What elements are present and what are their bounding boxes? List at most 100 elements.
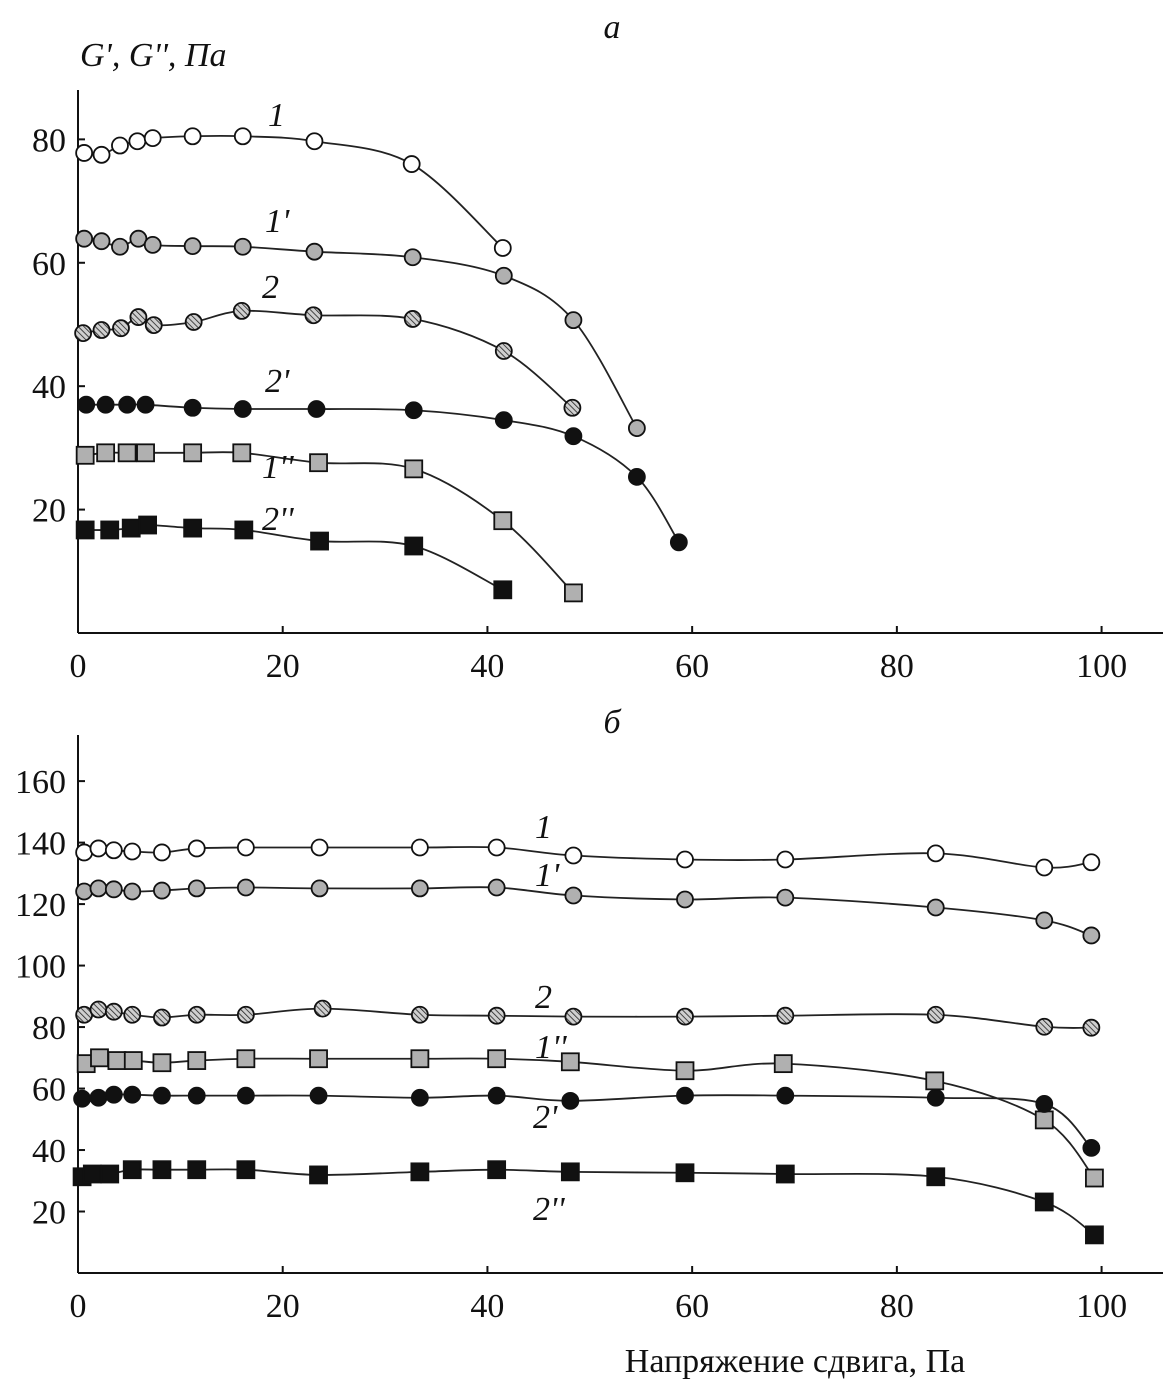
- series-label: 1'': [535, 1029, 567, 1066]
- data-point: [232, 302, 251, 320]
- data-point: [561, 1091, 580, 1110]
- data-point: [144, 316, 163, 334]
- x-tick-label: 40: [470, 1288, 504, 1325]
- data-point: [96, 443, 116, 463]
- y-tick-label: 60: [32, 246, 66, 283]
- data-point: [926, 844, 945, 863]
- data-point: [236, 838, 255, 857]
- y-tick-label: 80: [32, 122, 66, 159]
- series-curve: [85, 524, 504, 591]
- data-point: [494, 411, 513, 430]
- panel-label-b: б: [603, 704, 622, 741]
- data-point: [183, 518, 203, 538]
- data-point: [410, 1162, 430, 1182]
- data-point: [487, 1049, 507, 1069]
- data-point: [304, 306, 323, 325]
- data-point: [74, 324, 93, 343]
- data-point: [136, 395, 155, 414]
- data-point: [410, 1088, 429, 1107]
- data-point: [75, 445, 95, 465]
- data-point: [75, 229, 94, 248]
- data-point: [187, 1051, 207, 1070]
- data-point: [627, 467, 646, 486]
- data-point: [112, 319, 130, 338]
- data-point: [89, 1088, 108, 1107]
- data-point: [89, 879, 108, 898]
- data-point: [122, 1160, 142, 1180]
- data-point: [494, 266, 513, 285]
- data-point: [487, 878, 506, 897]
- data-point: [776, 850, 795, 869]
- y-tick-label: 60: [32, 1072, 66, 1109]
- data-point: [310, 838, 329, 857]
- data-point: [926, 1167, 946, 1187]
- data-point: [560, 1162, 580, 1182]
- data-point: [104, 880, 123, 899]
- y-tick-label: 160: [15, 764, 66, 801]
- data-point: [487, 1006, 506, 1025]
- data-point: [487, 838, 506, 857]
- data-point: [403, 248, 422, 267]
- x-tick-label: 0: [70, 1288, 87, 1325]
- data-point: [309, 453, 328, 473]
- y-tick-label: 40: [32, 1133, 66, 1170]
- data-point: [187, 839, 206, 858]
- data-point: [925, 1071, 945, 1091]
- series-label: 2'': [262, 501, 294, 538]
- series-label: 1: [535, 809, 552, 846]
- data-point: [236, 1160, 256, 1180]
- data-point: [123, 1051, 143, 1070]
- series-curve: [86, 403, 680, 543]
- data-point: [1034, 1192, 1054, 1212]
- data-point: [184, 313, 203, 331]
- x-tick-label: 100: [1076, 1288, 1127, 1325]
- data-point: [118, 395, 137, 414]
- data-point: [236, 1005, 255, 1024]
- data-point: [410, 838, 429, 857]
- data-point: [564, 846, 583, 865]
- data-point: [493, 580, 513, 600]
- data-point: [775, 1164, 795, 1184]
- data-point: [1034, 1110, 1054, 1130]
- data-point: [313, 999, 332, 1018]
- data-point: [121, 518, 141, 538]
- data-point: [676, 850, 694, 869]
- series-label: 2': [265, 363, 290, 400]
- data-point: [926, 1005, 945, 1024]
- series-label: 1': [265, 203, 290, 240]
- panel-b: 0 20 40 60 80 100 20 40 60 80 100 120 140 160 1 1' 2 1'' 2…: [15, 735, 1163, 1325]
- x-tick-label: 20: [266, 648, 300, 685]
- data-point: [410, 1049, 430, 1069]
- x-tick-label: 60: [675, 1288, 709, 1325]
- data-point: [404, 536, 424, 556]
- data-point: [82, 1164, 102, 1184]
- y-tick-label: 40: [32, 369, 66, 406]
- data-point: [96, 395, 115, 414]
- data-point: [564, 311, 583, 330]
- data-point: [493, 511, 513, 531]
- data-point: [143, 129, 162, 148]
- data-point: [129, 308, 148, 326]
- data-point: [410, 879, 429, 898]
- data-point: [1085, 1168, 1104, 1188]
- data-point: [1082, 1018, 1101, 1037]
- data-point: [404, 459, 424, 479]
- data-point: [117, 443, 137, 463]
- data-point: [776, 888, 795, 907]
- series-label: 1'': [262, 449, 294, 486]
- data-point: [776, 1086, 795, 1105]
- data-point: [123, 1005, 142, 1024]
- data-point: [104, 841, 123, 860]
- data-point: [1082, 926, 1101, 945]
- data-point: [233, 400, 252, 418]
- data-point: [152, 1160, 172, 1180]
- data-point: [100, 1164, 120, 1184]
- data-point: [1082, 1138, 1101, 1157]
- panel-label-a: а: [604, 9, 621, 46]
- data-point: [152, 1053, 172, 1073]
- data-point: [75, 882, 94, 901]
- series-label: 1': [535, 857, 560, 894]
- data-point: [138, 515, 158, 535]
- data-point: [104, 1002, 123, 1021]
- data-point: [234, 520, 254, 540]
